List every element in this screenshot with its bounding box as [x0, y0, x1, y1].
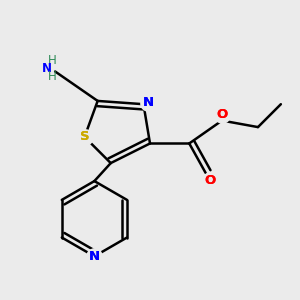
Text: O: O	[216, 108, 228, 121]
Text: N: N	[89, 250, 100, 263]
Text: S: S	[80, 130, 89, 143]
Text: H: H	[47, 70, 56, 83]
Text: O: O	[216, 108, 228, 121]
Text: N: N	[89, 250, 100, 263]
Text: H: H	[47, 53, 56, 67]
Text: N: N	[143, 96, 154, 109]
Text: N: N	[42, 62, 52, 75]
Text: S: S	[80, 130, 89, 143]
Text: O: O	[204, 174, 215, 187]
Text: O: O	[204, 174, 215, 187]
Text: N: N	[143, 96, 154, 109]
